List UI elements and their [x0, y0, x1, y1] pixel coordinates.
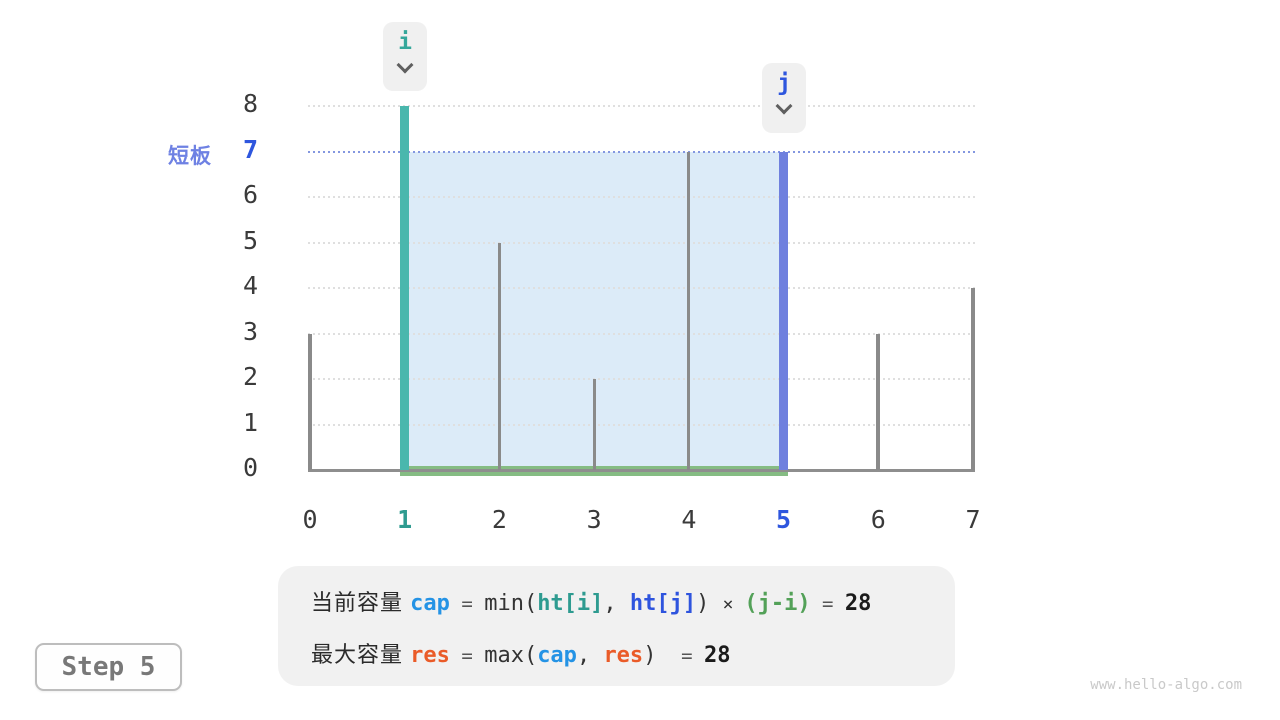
x-axis-line: [308, 469, 975, 472]
gridline: [308, 287, 975, 289]
gridline: [308, 150, 975, 153]
formula-token: ,: [576, 643, 604, 668]
pointer-j-label: j: [777, 70, 791, 96]
y-tick-label: 4: [242, 271, 258, 300]
y-tick-label: 5: [242, 225, 258, 255]
y-tick-label: 2: [242, 362, 258, 391]
gridline: [308, 196, 975, 198]
formula-panel: 当前容量 cap = min(ht[i], ht[j]) × (j-i) = 2…: [278, 566, 955, 686]
formula-token: =: [449, 645, 485, 667]
formula-token: ht[i]: [537, 591, 604, 616]
formula-token: res: [603, 643, 644, 668]
formula-line-current-capacity: 当前容量 cap = min(ht[i], ht[j]) × (j-i) = 2…: [311, 578, 955, 630]
short-board-label: 短板: [168, 145, 212, 168]
y-tick-label: 6: [242, 180, 258, 209]
gridline: [308, 378, 975, 380]
pointer-j-box: j: [762, 63, 806, 133]
formula-token: =: [449, 593, 485, 615]
formula-token: ): [643, 643, 670, 668]
x-tick-label: 1: [397, 505, 413, 534]
x-tick-label: 3: [586, 505, 602, 534]
gridline: [308, 423, 975, 426]
x-tick-label: 5: [776, 505, 792, 534]
formula-token: res: [410, 643, 450, 668]
x-tick-label: 6: [870, 505, 886, 534]
y-tick-label: 8: [242, 89, 258, 118]
pointer-i-label: i: [398, 29, 412, 55]
gridline: [308, 241, 975, 244]
formula-token: 当前容量: [311, 590, 411, 615]
formula-token: ): [696, 591, 723, 616]
formula-token: ,: [603, 591, 630, 616]
bar: [592, 379, 596, 470]
chevron-down-icon: [396, 56, 414, 74]
step-badge: Step 5: [35, 643, 182, 691]
watermark-url: www.hello-algo.com: [1090, 677, 1242, 693]
formula-token: cap: [537, 643, 577, 668]
formula-token: 28: [704, 643, 731, 668]
bar: [308, 333, 312, 470]
bar: [497, 242, 501, 470]
pointer-i-box: i: [383, 22, 427, 91]
y-tick-label: 1: [242, 407, 258, 437]
chevron-down-icon: [775, 97, 793, 115]
gridline: [308, 332, 975, 335]
bar-pointer-j: [779, 151, 789, 470]
x-tick-label: 7: [965, 505, 981, 534]
bar-pointer-i: [400, 106, 410, 470]
x-tick-label: 2: [491, 505, 507, 534]
formula-token: 最大容量: [311, 642, 411, 667]
x-tick-label: 0: [302, 505, 318, 534]
gridline: [308, 105, 975, 107]
y-tick-label: 7: [242, 134, 258, 164]
formula-token: max(: [484, 643, 538, 668]
formula-token: ht[j]: [629, 591, 697, 616]
bar: [687, 151, 691, 470]
formula-token: =: [669, 645, 705, 667]
x-tick-label: 4: [681, 505, 697, 534]
formula-token: ×: [722, 594, 745, 615]
formula-token: (j-i): [744, 591, 811, 616]
formula-token: cap: [410, 591, 450, 616]
formula-token: 28: [844, 591, 872, 616]
y-tick-label: 3: [242, 316, 258, 346]
bar: [876, 333, 881, 470]
formula-token: =: [810, 593, 845, 615]
bar: [971, 288, 975, 470]
y-tick-label: 0: [242, 453, 258, 482]
formula-line-max-capacity: 最大容量 res = max(cap, res) = 28: [311, 630, 955, 682]
formula-token: min(: [484, 591, 538, 616]
